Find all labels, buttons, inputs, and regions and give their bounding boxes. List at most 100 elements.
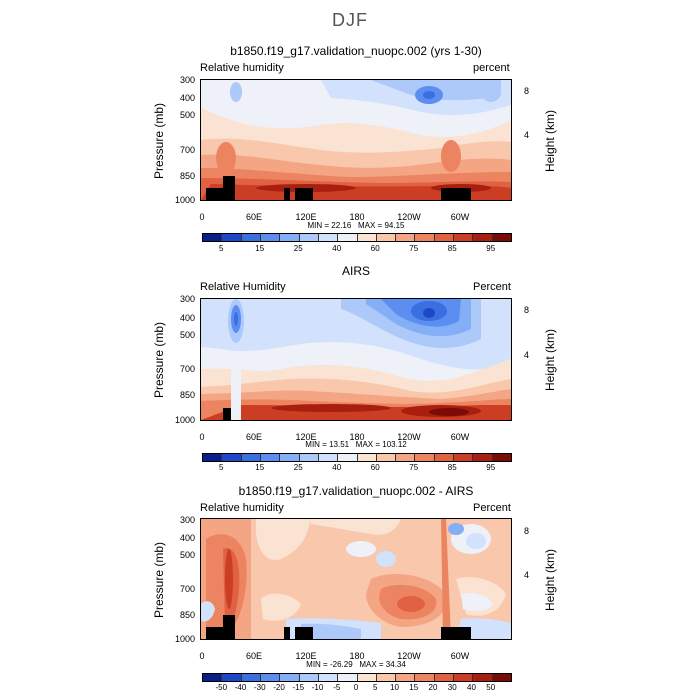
colorbar-swatch [415,454,435,461]
colorbar-swatch [415,234,435,241]
max-label: MAX = [355,440,381,449]
colorbar-swatch [396,234,416,241]
right-label: Percent [473,281,511,293]
field-plot [200,518,512,640]
colorbar-swatch [222,234,242,241]
colorbar-label: 75 [409,244,419,253]
colorbar-swatch [203,454,223,461]
y-axis-title: Pressure (mb) [152,322,166,399]
panel-title: AIRS [341,264,370,278]
colorbar-label: -40 [234,683,247,692]
x-tick: 60W [450,212,470,222]
colorbar-label: -15 [292,683,305,692]
min-value: 22.16 [331,221,352,230]
x-tick: 180 [349,651,365,661]
colorbar-label: 85 [447,463,457,472]
colorbar-swatch [222,674,242,681]
colorbar-label: 15 [255,244,265,253]
colorbar-label: 30 [447,683,457,692]
x-tick: 0 [199,432,205,442]
left-label: Relative humidity [200,62,284,74]
colorbar-label: 0 [353,683,359,692]
min-label: MIN = [305,440,327,449]
colorbar-swatch [434,454,455,461]
y-tick: 400 [179,93,195,103]
colorbar-swatch [241,454,261,461]
y-tick: 500 [179,330,195,340]
x-tick: 120W [397,651,421,661]
max-label: MAX = [358,221,383,230]
colorbar-swatch [434,674,455,681]
colorbar-label: 15 [409,683,419,692]
colorbar-swatch [241,674,261,681]
x-tick: 120W [397,432,421,442]
x-tick: 120E [295,432,317,442]
colorbar-swatch [473,454,493,461]
colorbar-swatch [260,454,281,461]
y-tick: 400 [179,313,195,323]
colorbar-label: 20 [428,683,438,692]
colorbar-swatch [434,234,455,241]
min-label: MIN = [307,221,330,230]
height-tick: 8 [524,86,530,96]
right-label: Percent [473,502,511,514]
colorbar-label: 5 [219,244,224,253]
colorbar-swatch [454,234,474,241]
y-tick: 1000 [174,195,195,205]
height-tick: 8 [524,305,530,315]
right-label: percent [473,62,510,74]
colorbar-swatch [318,674,339,681]
colorbar-swatch [280,454,300,461]
max-label: MAX = [359,660,384,669]
y-axis-title: Pressure (mb) [152,542,166,619]
y-tick: 1000 [174,415,195,425]
colorbar-swatch [376,674,397,681]
y-tick: 850 [179,610,195,620]
panel-title: b1850.f19_g17.validation_nuopc.002 - AIR… [238,484,474,498]
field-plot [200,79,512,201]
x-tick: 120E [295,212,317,222]
colorbar-label: 10 [390,683,399,692]
colorbar-swatch [396,674,416,681]
min-max-line: MIN = -26.29 MAX = 34.34 [200,660,512,669]
y2-axis-title: Height (km) [543,549,557,612]
height-tick: 8 [524,526,530,536]
min-max-line: MIN = 22.16 MAX = 94.15 [200,221,512,230]
colorbar-label: 15 [255,463,265,472]
colorbar-label: 60 [370,463,380,472]
colorbar-label: 85 [447,244,457,253]
y2-axis-title: Height (km) [543,110,557,173]
x-tick: 180 [349,212,365,222]
x-tick: 60E [245,651,262,661]
colorbar-label: -30 [253,683,266,692]
field-plot [200,298,512,421]
colorbar-swatch [299,234,319,241]
colorbar-label: -5 [333,683,341,692]
colorbar-label: -50 [215,683,228,692]
colorbar-label: 5 [219,463,224,472]
y-tick: 1000 [174,634,195,644]
y2-axis-title: Height (km) [543,329,557,392]
height-tick: 4 [524,130,530,140]
colorbar [202,233,512,242]
colorbar-swatch [260,674,281,681]
x-tick: 60W [450,651,470,661]
colorbar-label: 95 [486,244,496,253]
colorbar-swatch [473,234,493,241]
y-tick: 500 [179,110,195,120]
colorbar-swatch [260,234,281,241]
colorbar-label: 40 [332,244,342,253]
colorbar-label: 50 [486,683,496,692]
max-value: 34.34 [385,660,406,669]
y-tick: 300 [179,294,195,304]
colorbar-swatch [415,674,435,681]
colorbar-swatch [318,454,339,461]
colorbar-swatch [492,234,511,241]
left-label: Relative humidity [200,502,284,514]
colorbar-label: 25 [293,463,303,472]
y-tick: 700 [179,364,195,374]
y-tick: 700 [179,145,195,155]
colorbar-swatch [376,454,397,461]
y-tick: 850 [179,390,195,400]
colorbar-swatch [454,674,474,681]
